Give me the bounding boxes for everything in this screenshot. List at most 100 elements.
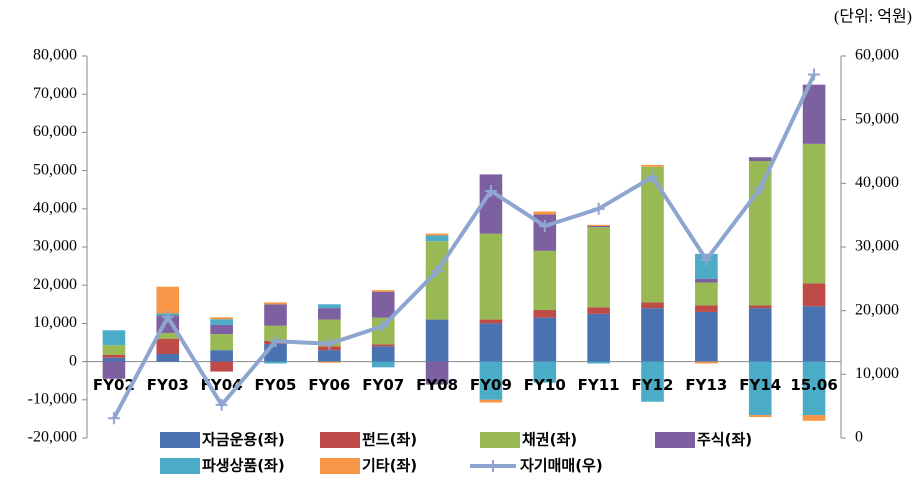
legend-label: 채권(좌) (522, 431, 577, 449)
y2-tick-label: 0 (855, 429, 863, 446)
bar-segment (425, 233, 449, 236)
x-tick-label: FY05 (255, 376, 297, 394)
bar-segment (587, 361, 610, 364)
unit-label: (단위: 억원) (834, 8, 912, 26)
bar-segment (695, 282, 718, 306)
bar-segment (102, 357, 126, 362)
line-marker (538, 219, 551, 232)
bar-segment (641, 361, 664, 402)
bar-segment (533, 361, 557, 383)
legend-key (160, 458, 200, 474)
bar-segment (695, 311, 718, 362)
bar-segment (802, 361, 826, 416)
bar-segment (371, 346, 395, 362)
bar-segment (587, 313, 610, 362)
bar-segment (156, 353, 180, 362)
y2-tick-label: 20,000 (855, 301, 899, 318)
x-tick-label: FY09 (470, 376, 512, 394)
x-tick-label: FY08 (416, 376, 458, 394)
line-marker (646, 170, 659, 183)
legend-label: 기타(좌) (362, 457, 417, 475)
bar-segment (371, 291, 395, 318)
line-marker (431, 265, 444, 278)
bar-segment (425, 319, 449, 362)
bar-segment (156, 332, 180, 339)
y2-tick-label: 30,000 (855, 238, 899, 255)
bar-segment (802, 306, 826, 362)
bar-segment (533, 211, 557, 215)
bar-segment (479, 399, 503, 403)
bar-segment (533, 250, 557, 311)
bar-segment (587, 225, 610, 228)
line-marker (808, 68, 821, 81)
bar-segment (479, 233, 503, 320)
bar-segment (802, 84, 826, 144)
bar-segment (533, 317, 557, 362)
line-marker (161, 311, 174, 324)
y-tick-label: 10,000 (33, 314, 77, 331)
y2-tick-label: 60,000 (855, 47, 899, 64)
y-tick-label: -20,000 (28, 429, 77, 446)
legend-key (160, 432, 200, 448)
bar-segment (318, 308, 341, 320)
bar-segment (264, 304, 287, 326)
bar-segment (210, 317, 233, 320)
bar-segment (802, 283, 826, 307)
line-marker (215, 398, 228, 411)
bar-segment (695, 278, 718, 283)
bar-segment (264, 361, 287, 364)
bar-segment (695, 361, 718, 364)
bar-segment (371, 290, 395, 292)
bar-segment (695, 305, 718, 312)
bar-segment (641, 302, 664, 309)
y-tick-label: 40,000 (33, 199, 77, 216)
bar-segment (102, 345, 126, 355)
x-tick-label: FY11 (578, 376, 620, 394)
bar-segment (748, 361, 772, 416)
bar-segment (156, 286, 180, 314)
bar-segment (210, 324, 233, 335)
bar-segment (264, 302, 287, 305)
bar-segment (587, 224, 610, 226)
line-series (112, 73, 816, 420)
x-tick-label: FY14 (739, 376, 781, 394)
legend-label: 자기매매(우) (520, 457, 603, 475)
y-tick-label: 60,000 (33, 123, 77, 140)
bar-segment (318, 361, 341, 363)
bar-segment (102, 361, 126, 379)
line-marker (700, 253, 713, 266)
legend-key-marker (487, 460, 499, 472)
bar-segment (748, 157, 772, 162)
bar-segment (533, 310, 557, 318)
bar-segment (371, 361, 395, 368)
y-tick-label: 20,000 (33, 276, 77, 293)
bar-segment (587, 307, 610, 314)
y2-tick-label: 40,000 (855, 174, 899, 191)
bar-segment (156, 338, 180, 354)
legend-key (480, 432, 520, 448)
bar-segment (210, 334, 233, 351)
bar-segment (587, 227, 610, 308)
x-tick-label: FY07 (362, 376, 404, 394)
x-tick-label: FY03 (147, 376, 189, 394)
legend-label: 파생상품(좌) (202, 457, 285, 475)
bar-segment (479, 174, 503, 234)
x-tick-label: FY10 (524, 376, 566, 394)
bar-segment (318, 350, 341, 362)
bar-segment (210, 350, 233, 362)
bar-segment (264, 325, 287, 341)
y2-tick-label: 50,000 (855, 110, 899, 127)
bar-segment (425, 235, 449, 242)
legend-label: 펀드(좌) (362, 431, 417, 449)
line-marker (484, 184, 497, 197)
bar-segment (425, 361, 449, 385)
legend-label: 자금운용(좌) (202, 431, 285, 449)
line-marker (323, 337, 336, 350)
y2-tick-label: 10,000 (855, 365, 899, 382)
x-tick-label: FY06 (308, 376, 350, 394)
bar-segment (748, 305, 772, 309)
bar-segment (641, 164, 664, 167)
y-tick-label: 50,000 (33, 161, 77, 178)
x-tick-label: 15.06 (790, 376, 837, 394)
